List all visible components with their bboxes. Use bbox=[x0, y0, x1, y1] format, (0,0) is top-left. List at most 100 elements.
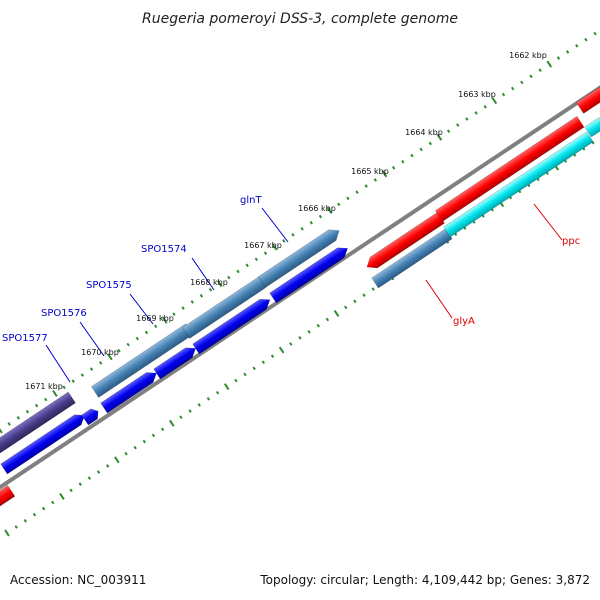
inner-tick bbox=[32, 512, 37, 517]
map-title: Ruegeria pomeroyi DSS-3, complete genome bbox=[142, 11, 458, 27]
outer-tick bbox=[62, 385, 66, 390]
gene-ppc-upper-feature[interactable] bbox=[434, 115, 585, 222]
outer-tick bbox=[144, 330, 149, 335]
gene-label[interactable]: SPO1575 bbox=[86, 280, 132, 291]
outer-tick bbox=[556, 56, 561, 60]
inner-tick bbox=[59, 492, 65, 500]
outer-tick bbox=[428, 141, 432, 146]
gene-leader-line bbox=[533, 203, 563, 241]
inner-tick bbox=[206, 397, 211, 401]
outer-tick bbox=[391, 165, 396, 170]
gene-small-blue-feature-shape bbox=[81, 408, 99, 426]
outer-tick bbox=[309, 220, 313, 225]
inner-tick bbox=[169, 419, 175, 427]
inner-tick bbox=[23, 519, 27, 523]
outer-tick bbox=[546, 60, 553, 68]
gene-label[interactable]: ppc bbox=[562, 236, 580, 247]
outer-tick bbox=[172, 312, 176, 316]
gene-glnT-feature[interactable] bbox=[257, 225, 342, 288]
outer-tick bbox=[300, 226, 304, 231]
gene-red-edge-feature-shape bbox=[575, 82, 600, 114]
kbp-label: 1663 kbp bbox=[458, 90, 496, 99]
outer-tick bbox=[44, 397, 48, 402]
kbp-label: 1662 kbp bbox=[509, 51, 547, 60]
genome-summary-text: Topology: circular; Length: 4,109,442 bp… bbox=[260, 573, 590, 587]
gene-SPO1574-feature[interactable] bbox=[181, 276, 267, 339]
gene-SPO1576-feature-shape bbox=[100, 372, 157, 414]
outer-tick bbox=[410, 153, 414, 158]
gene-glnT-feature-shape bbox=[257, 229, 340, 288]
outer-tick bbox=[401, 159, 405, 164]
outer-tick bbox=[373, 178, 378, 182]
outer-tick bbox=[364, 184, 368, 188]
outer-tick bbox=[419, 147, 423, 152]
kbp-label: 1668 kbp bbox=[190, 278, 228, 287]
inner-tick bbox=[333, 309, 340, 317]
inner-tick bbox=[270, 354, 275, 358]
gene-cyan-feature[interactable] bbox=[443, 131, 594, 238]
inner-tick bbox=[51, 500, 55, 505]
gene-glyA-feature-shape bbox=[371, 228, 453, 289]
gene-red-left-feature-shape bbox=[366, 211, 445, 269]
gene-blue-b-feature[interactable] bbox=[153, 343, 199, 380]
outer-tick bbox=[117, 348, 121, 353]
gene-blue-d-feature[interactable] bbox=[269, 243, 351, 304]
kbp-label: 1666 kbp bbox=[298, 204, 336, 213]
outer-tick bbox=[326, 206, 333, 214]
outer-tick bbox=[465, 117, 469, 121]
inner-tick bbox=[197, 403, 201, 407]
outer-tick bbox=[474, 111, 478, 115]
gene-label[interactable]: glyA bbox=[453, 316, 475, 327]
outer-tick bbox=[529, 74, 533, 79]
gene-glyA-feature[interactable] bbox=[371, 228, 453, 289]
inner-tick bbox=[160, 427, 165, 432]
gene-label[interactable]: SPO1574 bbox=[141, 244, 187, 255]
genome-backbone bbox=[0, 85, 600, 490]
gene-blue-c-feature[interactable] bbox=[192, 295, 274, 355]
gene-leader-line bbox=[129, 293, 154, 325]
gene-small-blue-feature[interactable] bbox=[81, 406, 102, 426]
gene-red-left-edge-feature[interactable] bbox=[0, 485, 16, 511]
outer-tick bbox=[208, 287, 213, 292]
gene-red-edge-feature[interactable] bbox=[575, 82, 600, 114]
gene-purple-feature[interactable] bbox=[0, 391, 76, 458]
inner-tick bbox=[124, 451, 128, 456]
gene-label[interactable]: SPO1576 bbox=[41, 308, 87, 319]
gene-cyan-feature-shape bbox=[443, 131, 594, 238]
gene-leader-line bbox=[191, 257, 215, 291]
gene-cyan-edge-feature[interactable] bbox=[584, 117, 600, 138]
outer-tick bbox=[135, 336, 139, 341]
gene-label[interactable]: SPO1577 bbox=[2, 333, 48, 344]
inner-tick bbox=[243, 372, 247, 377]
outer-tick bbox=[71, 379, 75, 384]
gene-red-left-feature[interactable] bbox=[363, 211, 445, 272]
inner-tick bbox=[106, 464, 110, 468]
outer-tick bbox=[236, 269, 240, 274]
inner-tick bbox=[96, 470, 101, 474]
outer-tick bbox=[7, 422, 11, 426]
gene-SPO1576-feature[interactable] bbox=[100, 368, 160, 414]
outer-tick bbox=[227, 275, 231, 280]
outer-tick bbox=[446, 129, 451, 133]
inner-tick bbox=[353, 299, 357, 304]
outer-tick bbox=[216, 280, 223, 288]
gene-purple-feature-shape bbox=[0, 391, 76, 458]
kbp-label: 1664 kbp bbox=[405, 128, 443, 137]
kbp-label: 1665 kbp bbox=[351, 167, 389, 176]
gene-leader-line bbox=[45, 344, 71, 383]
gene-ppc-upper-feature-shape bbox=[434, 115, 585, 222]
inner-tick bbox=[325, 317, 330, 322]
outer-tick bbox=[162, 316, 168, 324]
gene-SPO1574-feature-shape bbox=[181, 276, 267, 339]
outer-tick bbox=[0, 428, 3, 434]
gene-red-left-edge-feature-shape bbox=[0, 485, 16, 511]
inner-tick bbox=[215, 390, 220, 395]
gene-SPO1577-feature[interactable] bbox=[0, 410, 88, 475]
gene-label[interactable]: glnT bbox=[240, 195, 262, 206]
outer-tick bbox=[25, 409, 30, 414]
inner-tick bbox=[179, 415, 183, 419]
gene-cyan-edge-feature-shape bbox=[584, 117, 600, 138]
outer-tick bbox=[483, 104, 487, 109]
outer-tick bbox=[565, 50, 570, 54]
